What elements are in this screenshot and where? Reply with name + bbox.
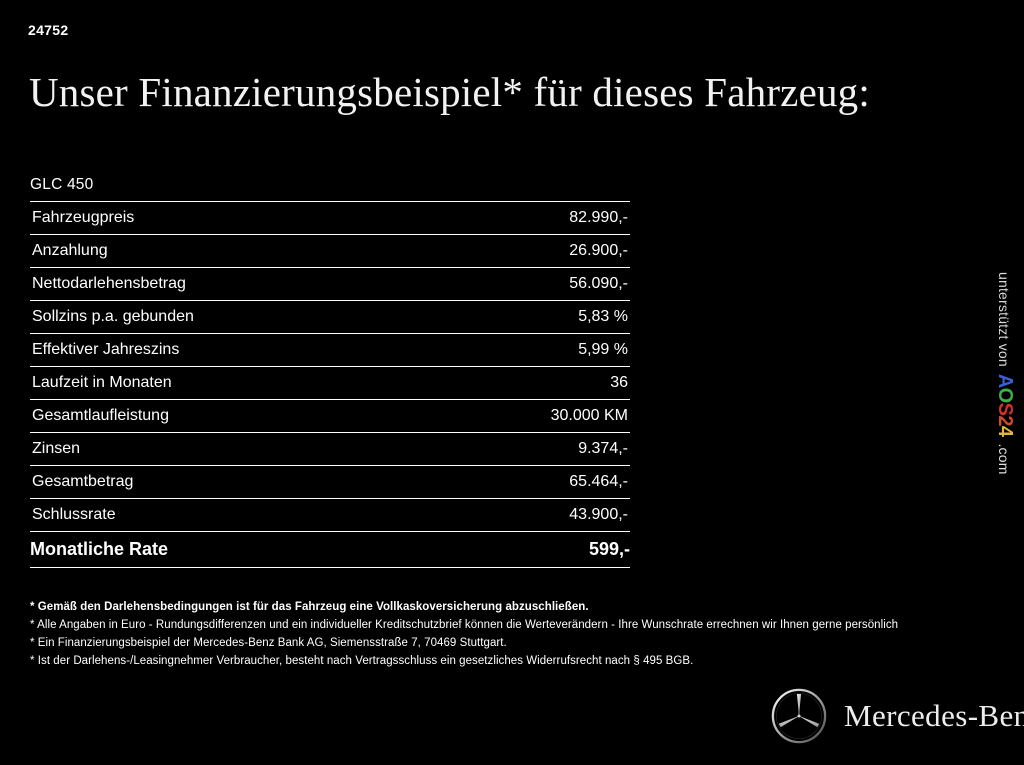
row-label: Laufzeit in Monaten xyxy=(32,374,172,391)
table-row: Schlussrate 43.900,- xyxy=(30,498,630,532)
mercedes-benz-wordmark: Mercedes-Benz xyxy=(844,698,1024,733)
row-value: 26.900,- xyxy=(569,242,628,259)
row-value: 56.090,- xyxy=(569,275,628,292)
row-value: 9.374,- xyxy=(578,440,628,457)
footnote-line: * Alle Angaben in Euro - Rundungsdiffere… xyxy=(30,619,899,631)
row-value: 65.464,- xyxy=(569,473,628,490)
table-row: Zinsen 9.374,- xyxy=(30,432,630,466)
row-label: Fahrzeugpreis xyxy=(32,209,135,226)
footnote-line: * Ist der Darlehens-/Leasingnehmer Verbr… xyxy=(30,655,694,667)
row-value: 5,99 % xyxy=(578,341,628,358)
row-label: Schlussrate xyxy=(32,506,116,523)
footnotes-block: * Gemäß den Darlehensbedingungen ist für… xyxy=(30,598,1005,670)
footnote-line: * Gemäß den Darlehensbedingungen ist für… xyxy=(30,601,589,613)
table-row: Fahrzeugpreis 82.990,- xyxy=(30,201,630,235)
aos24-logo-letter: O xyxy=(994,387,1016,403)
row-label: Sollzins p.a. gebunden xyxy=(32,308,194,325)
table-row: Sollzins p.a. gebunden 5,83 % xyxy=(30,300,630,334)
table-row: Gesamtbetrag 65.464,- xyxy=(30,465,630,499)
aos24-logo-letter: S xyxy=(994,402,1016,416)
row-label: Gesamtbetrag xyxy=(32,473,134,490)
table-row: Laufzeit in Monaten 36 xyxy=(30,366,630,400)
mercedes-star-icon xyxy=(770,687,828,745)
table-row: Anzahlung 26.900,- xyxy=(30,234,630,268)
row-label: Anzahlung xyxy=(32,242,108,259)
sponsor-domain-suffix: .com xyxy=(996,443,1012,475)
document-id: 24752 xyxy=(28,22,69,38)
table-row: Gesamtlaufleistung 30.000 KM xyxy=(30,399,630,433)
finance-table: Fahrzeugpreis 82.990,- Anzahlung 26.900,- Ne… xyxy=(30,201,630,568)
finance-table-body: Fahrzeugpreis 82.990,- Anzahlung 26.900,- Ne… xyxy=(30,201,630,568)
aos24-logo-letter: A xyxy=(994,373,1016,388)
row-label: Nettodarlehensbetrag xyxy=(32,275,186,292)
aos24-logo-letter: 4 xyxy=(994,425,1016,437)
page-title: Unser Finanzierungsbeispiel* für dieses … xyxy=(29,69,870,115)
row-value: 36 xyxy=(610,374,628,391)
vehicle-model-name: GLC 450 xyxy=(30,176,94,193)
row-value: 5,83 % xyxy=(578,308,628,325)
sponsor-strip: unterstützt von AOS24 .com xyxy=(982,272,1016,572)
sponsor-prefix-label: unterstützt von xyxy=(996,272,1012,367)
row-value: 43.900,- xyxy=(569,506,628,523)
footnote-line: * Ein Finanzierungsbeispiel der Mercedes… xyxy=(30,637,507,649)
row-value: 82.990,- xyxy=(569,209,628,226)
monthly-rate-label: Monatliche Rate xyxy=(30,539,169,559)
table-row: Effektiver Jahreszins 5,99 % xyxy=(30,333,630,367)
row-label: Effektiver Jahreszins xyxy=(32,341,180,358)
row-label: Zinsen xyxy=(32,440,81,457)
table-row: Nettodarlehensbetrag 56.090,- xyxy=(30,267,630,301)
table-row-total: Monatliche Rate 599,- xyxy=(30,531,630,568)
aos24-logo[interactable]: AOS24 xyxy=(993,374,1016,437)
aos24-logo-letter: 2 xyxy=(994,415,1016,426)
monthly-rate-value: 599,- xyxy=(588,539,630,559)
row-label: Gesamtlaufleistung xyxy=(32,407,169,424)
mercedes-benz-logo: Mercedes-Benz xyxy=(770,687,1024,745)
row-value: 30.000 KM xyxy=(550,407,628,424)
